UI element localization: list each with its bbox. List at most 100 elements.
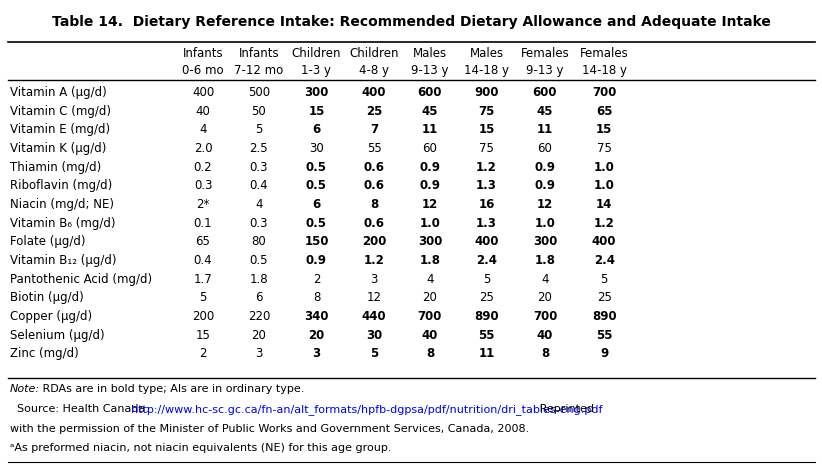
Text: with the permission of the Minister of Public Works and Government Services, Can: with the permission of the Minister of P…: [10, 424, 529, 433]
Text: 30: 30: [366, 329, 382, 342]
Text: 890: 890: [592, 310, 616, 323]
Text: Selenium (μg/d): Selenium (μg/d): [10, 329, 104, 342]
Text: 0.3: 0.3: [194, 179, 212, 192]
Text: 0.1: 0.1: [194, 217, 212, 230]
Text: 80: 80: [252, 235, 266, 248]
Text: 0.9: 0.9: [534, 161, 556, 174]
Text: 5: 5: [200, 291, 206, 304]
Text: 4: 4: [199, 123, 207, 137]
Text: 3: 3: [371, 273, 377, 286]
Text: 1.0: 1.0: [593, 179, 615, 192]
Text: 20: 20: [252, 329, 266, 342]
Text: 890: 890: [474, 310, 499, 323]
Text: 1.8: 1.8: [250, 273, 268, 286]
Text: 55: 55: [367, 142, 381, 155]
Text: Source: Health Canada:: Source: Health Canada:: [10, 404, 152, 414]
Text: 0.5: 0.5: [250, 254, 268, 267]
Text: 75: 75: [479, 142, 494, 155]
Text: 1.8: 1.8: [419, 254, 441, 267]
Text: Vitamin C (mg/d): Vitamin C (mg/d): [10, 105, 111, 118]
Text: Note:: Note:: [10, 384, 40, 394]
Text: 1.2: 1.2: [476, 161, 497, 174]
Text: 5: 5: [483, 273, 490, 286]
Text: 20: 20: [308, 329, 325, 342]
Text: ᵃAs preformed niacin, not niacin equivalents (NE) for this age group.: ᵃAs preformed niacin, not niacin equival…: [10, 443, 391, 453]
Text: 8: 8: [426, 347, 434, 360]
Text: 1.0: 1.0: [534, 217, 556, 230]
Text: 0.9: 0.9: [419, 161, 441, 174]
Text: 1.8: 1.8: [534, 254, 556, 267]
Text: Niacin (mg/d; NE): Niacin (mg/d; NE): [10, 198, 114, 211]
Text: 2*: 2*: [196, 198, 210, 211]
Text: 65: 65: [196, 235, 210, 248]
Text: 20: 20: [423, 291, 437, 304]
Text: 340: 340: [304, 310, 329, 323]
Text: Vitamin B₁₂ (μg/d): Vitamin B₁₂ (μg/d): [10, 254, 117, 267]
Text: Females: Females: [520, 47, 570, 60]
Text: 0.9: 0.9: [306, 254, 327, 267]
Text: 300: 300: [533, 235, 557, 248]
Text: 300: 300: [418, 235, 442, 248]
Text: 3: 3: [312, 347, 321, 360]
Text: Biotin (μg/d): Biotin (μg/d): [10, 291, 84, 304]
Text: 7-12 mo: 7-12 mo: [234, 64, 284, 77]
Text: 2.4: 2.4: [476, 254, 497, 267]
Text: 1.2: 1.2: [593, 217, 615, 230]
Text: 11: 11: [422, 123, 438, 137]
Text: 40: 40: [537, 329, 553, 342]
Text: Children: Children: [292, 47, 341, 60]
Text: 1.3: 1.3: [476, 217, 497, 230]
Text: 1.2: 1.2: [363, 254, 385, 267]
Text: Table 14.  Dietary Reference Intake: Recommended Dietary Allowance and Adequate : Table 14. Dietary Reference Intake: Reco…: [52, 15, 770, 29]
Text: http://www.hc-sc.gc.ca/fn-an/alt_formats/hpfb-dgpsa/pdf/nutrition/dri_tables-eng: http://www.hc-sc.gc.ca/fn-an/alt_formats…: [131, 404, 603, 415]
Text: Thiamin (mg/d): Thiamin (mg/d): [10, 161, 101, 174]
Text: Copper (μg/d): Copper (μg/d): [10, 310, 92, 323]
Text: 600: 600: [533, 86, 557, 99]
Text: Vitamin K (μg/d): Vitamin K (μg/d): [10, 142, 106, 155]
Text: 1.3: 1.3: [476, 179, 497, 192]
Text: 1.0: 1.0: [419, 217, 441, 230]
Text: 12: 12: [537, 198, 553, 211]
Text: 9-13 y: 9-13 y: [526, 64, 564, 77]
Text: 4: 4: [255, 198, 263, 211]
Text: 700: 700: [592, 86, 616, 99]
Text: 8: 8: [313, 291, 320, 304]
Text: 5: 5: [370, 347, 378, 360]
Text: 900: 900: [474, 86, 499, 99]
Text: 4-8 y: 4-8 y: [359, 64, 389, 77]
Text: 9: 9: [600, 347, 608, 360]
Text: 200: 200: [192, 310, 215, 323]
Text: 0.9: 0.9: [419, 179, 441, 192]
Text: 6: 6: [255, 291, 263, 304]
Text: 11: 11: [537, 123, 553, 137]
Text: 0.2: 0.2: [194, 161, 212, 174]
Text: 0.5: 0.5: [306, 161, 327, 174]
Text: 1-3 y: 1-3 y: [302, 64, 331, 77]
Text: 60: 60: [538, 142, 552, 155]
Text: 0.5: 0.5: [306, 217, 327, 230]
Text: 75: 75: [478, 105, 495, 118]
Text: 75: 75: [597, 142, 612, 155]
Text: Folate (μg/d): Folate (μg/d): [10, 235, 85, 248]
Text: RDAs are in bold type; AIs are in ordinary type.: RDAs are in bold type; AIs are in ordina…: [39, 384, 305, 394]
Text: 14: 14: [596, 198, 612, 211]
Text: 0.6: 0.6: [363, 161, 385, 174]
Text: 150: 150: [304, 235, 329, 248]
Text: 0.5: 0.5: [306, 179, 327, 192]
Text: 440: 440: [362, 310, 386, 323]
Text: Pantothenic Acid (mg/d): Pantothenic Acid (mg/d): [10, 273, 152, 286]
Text: 15: 15: [596, 123, 612, 137]
Text: Males: Males: [469, 47, 504, 60]
Text: 0.6: 0.6: [363, 179, 385, 192]
Text: 220: 220: [247, 310, 270, 323]
Text: 15: 15: [196, 329, 210, 342]
Text: 400: 400: [592, 235, 616, 248]
Text: 6: 6: [312, 198, 321, 211]
Text: 400: 400: [192, 86, 215, 99]
Text: 3: 3: [256, 347, 262, 360]
Text: 12: 12: [367, 291, 381, 304]
Text: 700: 700: [533, 310, 557, 323]
Text: Riboflavin (mg/d): Riboflavin (mg/d): [10, 179, 112, 192]
Text: 1.0: 1.0: [593, 161, 615, 174]
Text: 14-18 y: 14-18 y: [464, 64, 509, 77]
